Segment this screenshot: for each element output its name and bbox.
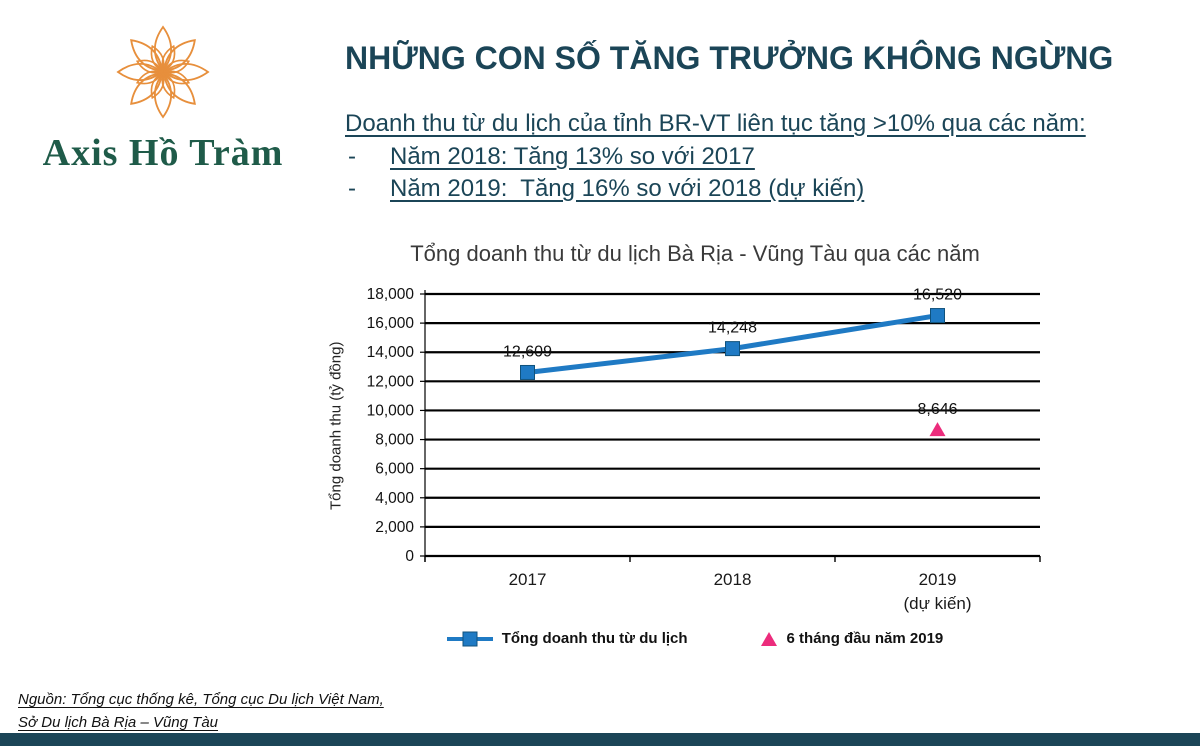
legend-triangle-icon — [760, 631, 777, 646]
x-tick-label: 2019 — [919, 570, 957, 589]
source-line-2: Sở Du lịch Bà Rịa – Vũng Tàu — [18, 714, 219, 731]
bullet-item: - Năm 2018: Tăng 13% so với 2017 — [348, 143, 755, 171]
source-line-1: Nguồn: Tổng cục thống kê, Tổng cục Du lị… — [18, 691, 384, 708]
bullet-text: Năm 2018: Tăng 13% so với 2017 — [390, 143, 755, 170]
x-tick-label: 2018 — [714, 570, 752, 589]
bullet-marker: - — [348, 143, 356, 170]
data-point-marker — [929, 422, 946, 437]
bullet-item: - Năm 2019: Tăng 16% so với 2018 (dự kiế… — [348, 175, 864, 203]
y-tick-label: 12,000 — [367, 373, 415, 390]
footer-bar — [0, 733, 1200, 746]
y-tick-label: 14,000 — [367, 344, 415, 361]
legend-line-square-icon — [446, 631, 493, 646]
y-tick-label: 8,000 — [375, 432, 414, 449]
bullet-text: Năm 2019: Tăng 16% so với 2018 (dự kiến) — [390, 175, 865, 202]
lotus-logo-icon — [117, 26, 209, 118]
intro-text: Doanh thu từ du lịch của tỉnh BR-VT liên… — [345, 110, 1086, 137]
y-tick-label: 6,000 — [375, 461, 414, 478]
x-tick-note: (dự kiến) — [903, 594, 971, 613]
x-tick-label: 2017 — [509, 570, 547, 589]
y-tick-label: 0 — [405, 548, 414, 565]
page-title: NHỮNG CON SỐ TĂNG TRƯỞNG KHÔNG NGỪNG — [345, 40, 1114, 76]
bullet-marker: - — [348, 175, 356, 202]
data-label: 16,520 — [913, 287, 962, 304]
y-tick-label: 10,000 — [367, 402, 415, 419]
y-tick-label: 18,000 — [367, 286, 415, 303]
legend-item: 6 tháng đầu năm 2019 — [760, 630, 944, 647]
revenue-line-chart: 0 2,000 4,000 6,000 8,000 10,000 12,000 14,000 1… — [367, 286, 1041, 613]
data-label: 8,646 — [917, 401, 957, 418]
legend-item: Tổng doanh thu từ du lịch — [446, 630, 688, 647]
brand-logo: Axis Hồ Tràm — [13, 22, 313, 175]
data-point-marker — [930, 308, 945, 324]
y-tick-label: 16,000 — [367, 315, 415, 332]
brand-name: Axis Hồ Tràm — [42, 132, 284, 174]
legend-label: 6 tháng đầu năm 2019 — [786, 630, 944, 647]
data-label: 12,609 — [503, 343, 552, 360]
data-point-marker — [725, 341, 740, 357]
chart-title: Tổng doanh thu từ du lịch Bà Rịa - Vũng … — [410, 241, 980, 266]
chart-legend: Tổng doanh thu từ du lịch 6 tháng đầu năm… — [330, 630, 1060, 647]
y-tick-label: 4,000 — [375, 490, 414, 507]
legend-label: Tổng doanh thu từ du lịch — [501, 630, 688, 647]
data-point-marker — [520, 364, 535, 380]
source-note: Nguồn: Tổng cục thống kê, Tổng cục Du lị… — [18, 688, 384, 734]
y-tick-label: 2,000 — [375, 519, 414, 536]
data-label: 14,248 — [708, 320, 757, 337]
